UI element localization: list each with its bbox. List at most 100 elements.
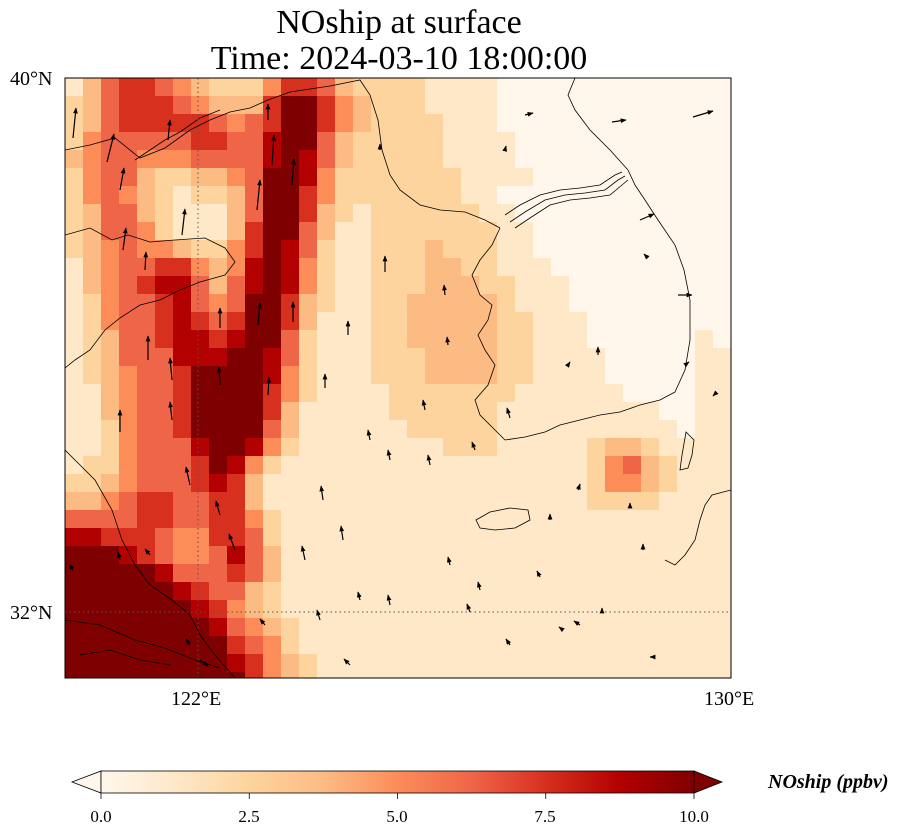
wind-arrow <box>426 454 432 466</box>
field-cell <box>587 528 606 547</box>
field-cell <box>263 564 282 583</box>
field-cell <box>155 618 174 637</box>
field-cell <box>461 474 480 493</box>
field-cell <box>227 366 246 385</box>
field-cell <box>659 510 678 529</box>
field-cell <box>623 420 642 439</box>
field-cell <box>713 402 731 421</box>
field-cell <box>353 294 372 313</box>
field-cell <box>551 366 570 385</box>
field-cell <box>641 420 660 439</box>
field-cell <box>407 276 426 295</box>
field-cell <box>317 618 336 637</box>
field-cell <box>425 204 444 223</box>
colorbar-tick-label: 0.0 <box>90 807 112 826</box>
field-cell <box>659 78 678 97</box>
field-cell <box>479 222 498 241</box>
field-cell <box>317 474 336 493</box>
field-cell <box>659 456 678 475</box>
field-cell <box>587 132 606 151</box>
field-cell <box>659 420 678 439</box>
field-cell <box>191 78 210 97</box>
field-cell <box>335 528 354 547</box>
field-cell <box>443 168 462 187</box>
field-cell <box>155 78 174 97</box>
field-cell <box>227 258 246 277</box>
field-cell <box>353 312 372 331</box>
field-cell <box>65 312 84 331</box>
field-cell <box>173 492 192 511</box>
field-cell <box>209 654 228 673</box>
wind-arrow <box>291 158 296 186</box>
field-cell <box>65 366 84 385</box>
field-cell <box>101 600 120 619</box>
field-cell <box>443 636 462 655</box>
field-cell <box>641 456 660 475</box>
field-cell <box>389 258 408 277</box>
field-cell <box>425 366 444 385</box>
field-cell <box>461 294 480 313</box>
field-cell <box>425 528 444 547</box>
field-cell <box>191 96 210 115</box>
field-cell <box>335 222 354 241</box>
wind-arrow <box>536 570 542 578</box>
wind-arrow <box>266 376 272 396</box>
field-cell <box>497 420 516 439</box>
field-cell <box>623 384 642 403</box>
field-cell <box>209 240 228 259</box>
field-cell <box>83 654 102 673</box>
field-cell <box>569 636 588 655</box>
field-cell <box>677 510 696 529</box>
field-cell <box>551 294 570 313</box>
field-cell <box>461 348 480 367</box>
field-cell <box>173 330 192 349</box>
field-cell <box>281 456 300 475</box>
field-cell <box>299 114 318 133</box>
field-cell <box>569 168 588 187</box>
field-cell <box>227 492 246 511</box>
field-cell <box>371 528 390 547</box>
field-cell <box>155 582 174 601</box>
field-cell <box>425 636 444 655</box>
field-cell <box>209 384 228 403</box>
field-cell <box>227 312 246 331</box>
field-cell <box>461 240 480 259</box>
field-cell <box>191 366 210 385</box>
field-cell <box>497 600 516 619</box>
field-cell <box>677 168 696 187</box>
field-cell <box>461 114 480 133</box>
field-cell <box>407 672 426 678</box>
field-cell <box>587 204 606 223</box>
field-cell <box>245 546 264 565</box>
field-cell <box>263 600 282 619</box>
field-cell <box>443 186 462 205</box>
field-cell <box>335 474 354 493</box>
field-cell <box>281 168 300 187</box>
field-cell <box>479 528 498 547</box>
field-cell <box>101 96 120 115</box>
field-cell <box>587 330 606 349</box>
field-cell <box>605 384 624 403</box>
field-cell <box>101 366 120 385</box>
field-cell <box>299 132 318 151</box>
field-cell <box>641 582 660 601</box>
field-cell <box>281 438 300 457</box>
field-cell <box>497 78 516 97</box>
field-cell <box>623 618 642 637</box>
field-cell <box>515 132 534 151</box>
field-cell <box>137 582 156 601</box>
field-cell <box>659 366 678 385</box>
field-cell <box>443 654 462 673</box>
field-cell <box>209 474 228 493</box>
field-cell <box>155 672 174 678</box>
field-cell <box>407 618 426 637</box>
field-cell <box>461 330 480 349</box>
field-cell <box>551 582 570 601</box>
field-cell <box>101 186 120 205</box>
wind-arrow <box>476 581 482 591</box>
concentration-field <box>65 78 731 678</box>
field-cell <box>443 276 462 295</box>
field-cell <box>209 456 228 475</box>
field-cell <box>425 294 444 313</box>
wind-arrow <box>215 500 221 516</box>
